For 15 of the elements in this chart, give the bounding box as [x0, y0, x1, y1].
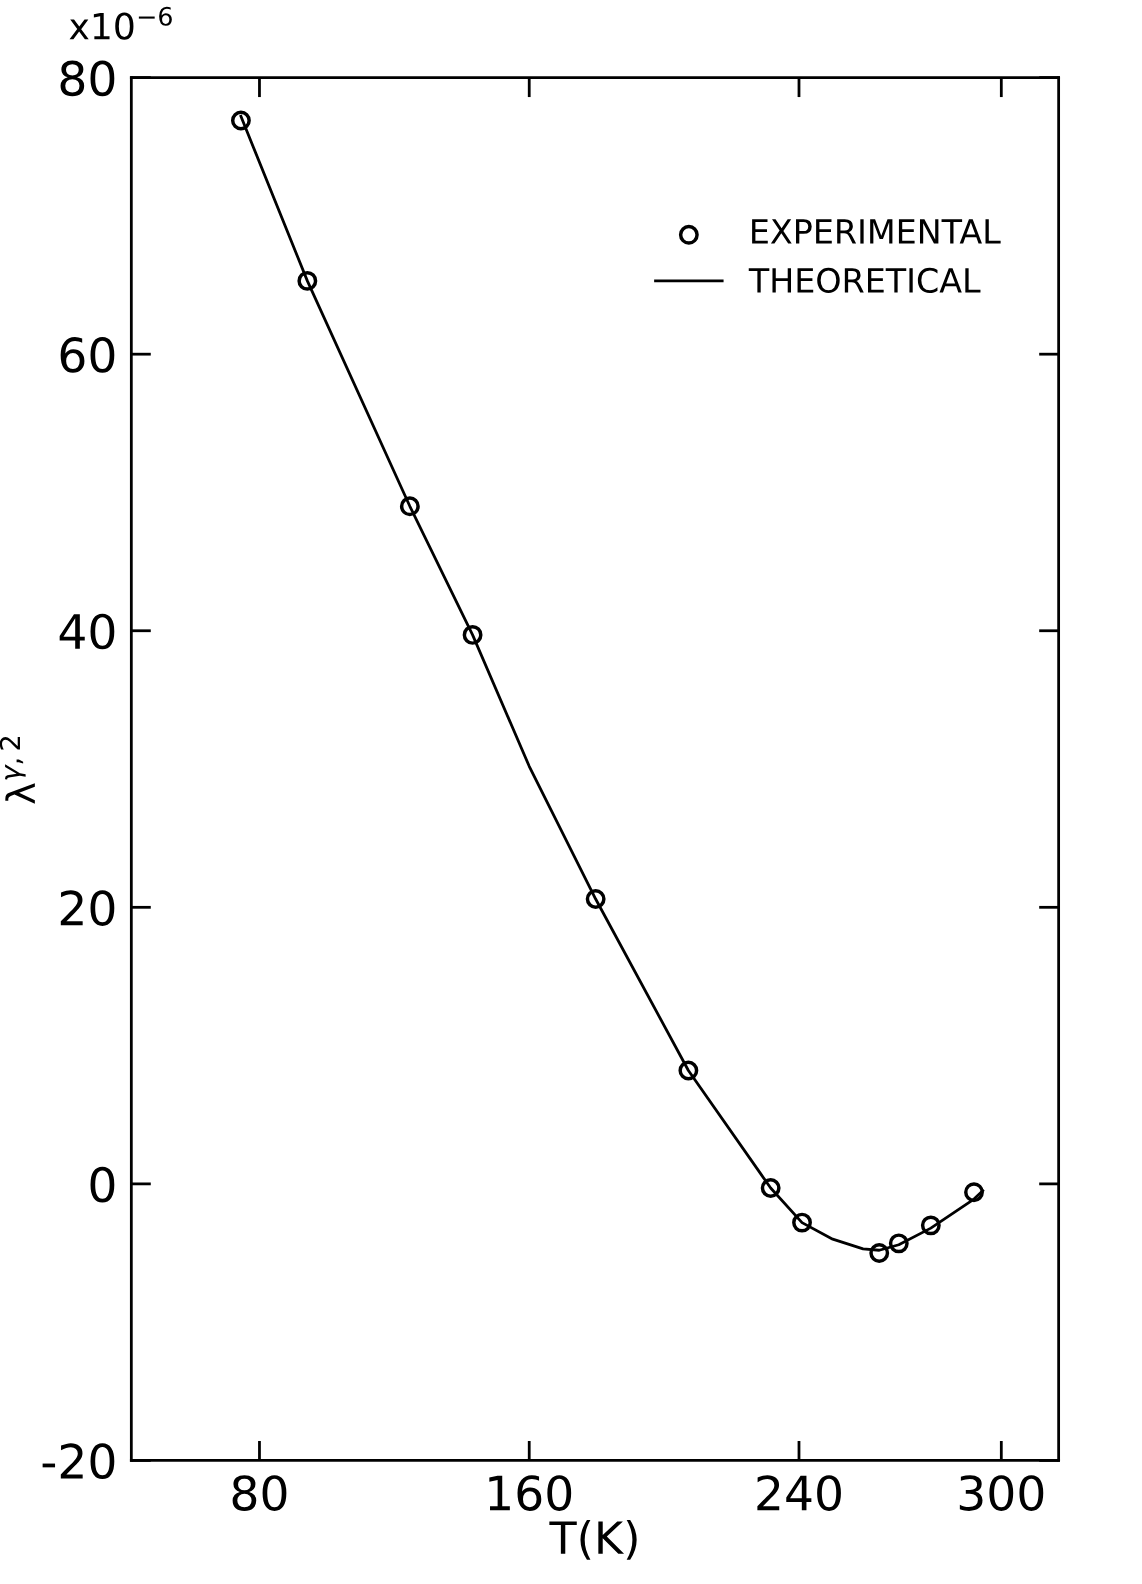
legend-label: EXPERIMENTAL: [752, 219, 1001, 244]
y-tick-label: 60: [60, 337, 115, 373]
y-tick-label: 80: [60, 60, 115, 97]
x-tick-label: 160: [489, 1475, 572, 1511]
x-tick-label: 300: [959, 1475, 1044, 1511]
y-axis-title: λ$^{γ,2}$: [0, 736, 35, 804]
legend-label: THEORETICAL: [748, 267, 981, 293]
text: x10$^{−6}$: [69, 6, 172, 40]
y-tick-label: -20: [42, 1443, 115, 1480]
x-tick-label: 240: [757, 1475, 841, 1511]
y-tick-label: 20: [60, 890, 115, 926]
y-tick-label: 40: [59, 613, 115, 650]
x-tick-label: 80: [232, 1475, 287, 1511]
x-axis-title: T(K): [549, 1520, 637, 1560]
y-tick-label: 0: [90, 1166, 115, 1203]
